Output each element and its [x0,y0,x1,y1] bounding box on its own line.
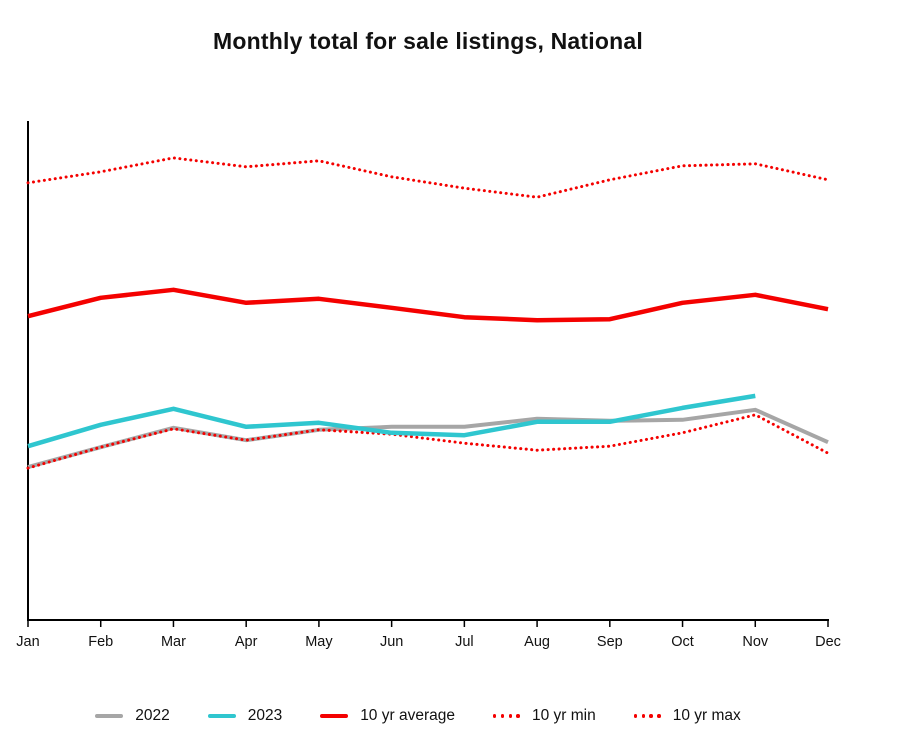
legend-label-10yr-max: 10 yr max [672,707,741,724]
legend-item-10yr-min: 10 yr min [492,707,596,725]
series-line-10-yr-min [26,413,830,470]
legend-item-2023: 2023 [207,707,283,725]
page-title: Monthly total for sale listings, Nationa… [213,28,643,54]
legend-label-10yr-average: 10 yr average [360,707,455,724]
legend-item-10yr-average: 10 yr average [320,707,455,725]
series-line-2023 [27,393,756,449]
x-tick-label-sep: Sep [597,634,623,650]
legend-swatch-2023-line [207,714,236,718]
legend-label-10yr-min: 10 yr min [531,707,596,724]
x-tick-label-oct: Oct [671,634,694,650]
legend-item-10yr-max: 10 yr max [633,707,741,725]
x-tick-label-feb: Feb [88,634,113,650]
x-tick-label-nov: Nov [742,634,769,650]
legend-swatch-2022-line [95,714,124,718]
x-tick-label-jul: Jul [455,634,474,650]
x-tick-label-dec: Dec [815,634,841,650]
legend-swatch-10yr-max-dots [633,714,661,718]
legend-label-2023: 2023 [247,707,283,724]
x-tick-label-jan: Jan [16,634,39,650]
x-tick-label-aug: Aug [524,634,550,650]
legend-swatch-10yr-min-dots [492,714,520,718]
legend: 2022 2023 10 yr average 10 yr min 10 yr … [0,701,836,731]
x-tick-label-jun: Jun [380,634,403,650]
series-line-10-yr-average [27,287,829,323]
series-line-10-yr-max [26,156,830,199]
legend-swatch-10yr-average-line [320,714,349,718]
x-tick-label-apr: Apr [235,634,258,650]
x-tick-label-may: May [305,634,333,650]
x-tick-label-mar: Mar [161,634,186,650]
legend-label-2022: 2022 [135,707,170,724]
legend-item-2022: 2022 [95,707,170,725]
